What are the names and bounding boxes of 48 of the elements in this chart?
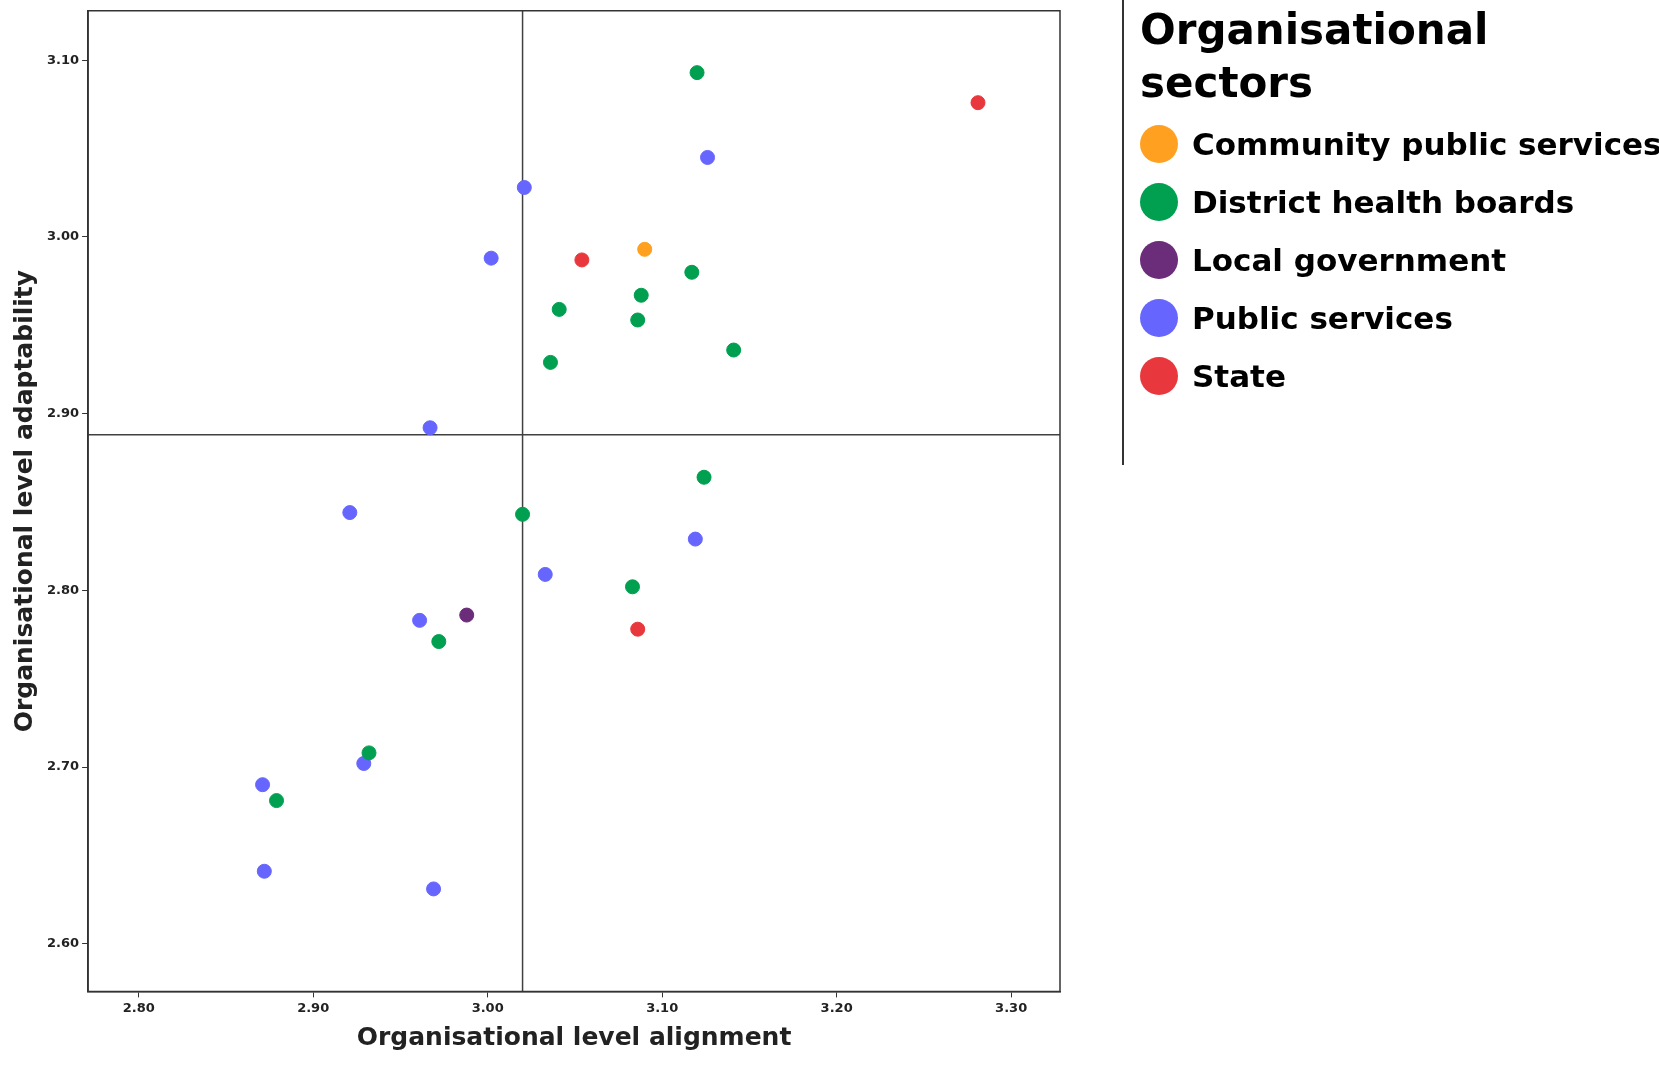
y-tick-label: 2.60	[47, 935, 80, 951]
point	[684, 264, 700, 280]
point	[459, 607, 475, 623]
legend-title: Organisational sectors	[1140, 4, 1490, 109]
y-tick-label: 2.90	[47, 405, 80, 421]
y-tick-label: 3.10	[47, 51, 80, 67]
legend-label: District health boards	[1192, 184, 1575, 220]
point	[624, 579, 640, 595]
point	[342, 505, 358, 521]
point	[726, 342, 742, 358]
point	[426, 881, 442, 897]
point	[637, 241, 653, 257]
x-tick-label: 2.90	[297, 999, 330, 1015]
x-tick-label: 3.00	[471, 999, 504, 1015]
point	[687, 531, 703, 547]
point	[515, 506, 531, 522]
y-tick-label: 3.00	[47, 228, 80, 244]
point	[970, 95, 986, 111]
point	[412, 612, 428, 628]
point	[537, 566, 553, 582]
point	[516, 179, 532, 195]
point	[422, 420, 438, 436]
point	[689, 65, 705, 81]
point	[700, 149, 716, 165]
y-tick-label: 2.70	[47, 758, 80, 774]
legend-label: Public services	[1192, 300, 1453, 336]
point	[696, 469, 712, 485]
point	[256, 863, 272, 879]
x-tick-label: 3.10	[646, 999, 679, 1015]
point	[630, 312, 646, 328]
point	[574, 252, 590, 268]
point	[542, 354, 558, 370]
legend-label: State	[1192, 358, 1286, 394]
x-axis-title: Organisational level alignment	[356, 1021, 792, 1051]
point	[551, 301, 567, 317]
point	[255, 777, 271, 793]
x-tick-label: 3.20	[820, 999, 853, 1015]
point	[269, 793, 285, 809]
point	[431, 634, 447, 650]
y-tick-label: 2.80	[47, 581, 80, 597]
point	[630, 621, 646, 637]
point	[483, 250, 499, 266]
point	[361, 745, 377, 761]
x-tick-label: 2.80	[122, 999, 155, 1015]
x-tick-label: 3.30	[995, 999, 1028, 1015]
legend-label: Local government	[1192, 242, 1507, 278]
y-axis-title: Organisational level adaptability	[8, 269, 38, 733]
point	[633, 287, 649, 303]
